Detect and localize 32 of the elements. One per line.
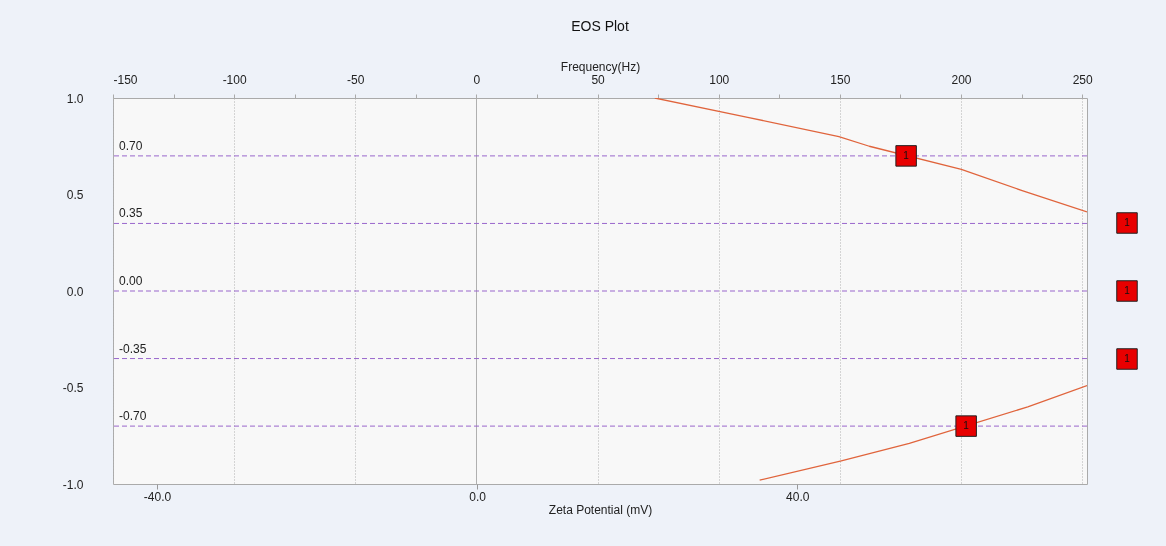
x2-tick-label: 150 [830, 72, 851, 87]
x-tick-label: -40.0 [143, 489, 172, 504]
y-tick-label: 1.0 [66, 91, 84, 106]
ref-line-label: 0.35 [119, 206, 143, 221]
x2-tick-label: -50 [347, 72, 365, 87]
x-tick-label: 0.0 [469, 489, 487, 504]
annotation: 1 [963, 420, 970, 432]
x2-tick-label: 50 [591, 72, 606, 87]
ref-line-label: -0.35 [119, 341, 147, 356]
ref-line-label: 0.00 [119, 274, 143, 288]
x2-axis-title: Frequency(Hz) [560, 59, 641, 74]
x2-tick-label: -150 [113, 72, 138, 87]
chart-title: EOS Plot [571, 18, 629, 34]
y-tick-label: -1.0 [62, 477, 84, 492]
annotation: 1 [903, 149, 910, 161]
y-tick-label: 0.5 [66, 188, 84, 202]
x2-tick-label: -100 [222, 72, 247, 87]
x2-tick-label: 200 [951, 72, 972, 87]
text: 1 [1124, 353, 1131, 364]
ref-line-label: -0.70 [119, 409, 147, 424]
x-axis-title: Zeta Potential (mV) [548, 502, 653, 517]
x-tick-label: 40.0 [786, 489, 810, 504]
x2-tick-label: 0 [473, 72, 481, 87]
line-series [759, 384, 1087, 481]
text: 1 [1124, 285, 1131, 296]
line-series [654, 98, 1087, 213]
text: 1 [1124, 217, 1131, 228]
x2-tick-label: 250 [1072, 72, 1093, 87]
y-tick-label: -0.5 [62, 381, 84, 395]
x2-tick-label: 100 [709, 72, 730, 87]
ref-line-label: 0.70 [119, 138, 143, 153]
y-tick-label: 0.0 [66, 284, 84, 299]
